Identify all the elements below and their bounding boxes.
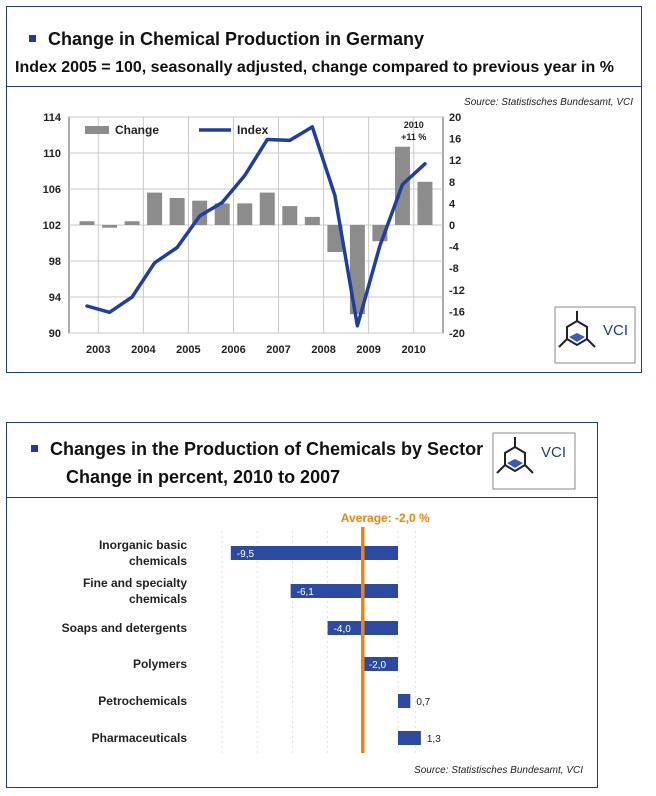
change-bar [102, 225, 118, 228]
sector-bar [398, 694, 411, 708]
change-bar [214, 203, 230, 225]
y-left-tick-label: 102 [43, 220, 61, 232]
x-tick-label: 2007 [266, 344, 290, 356]
sector-category-label: Fine and specialty [83, 576, 187, 590]
annotation-change: +11 % [401, 132, 426, 142]
logo-hexagon-fill [569, 333, 585, 342]
sector-value-label: 1,3 [427, 734, 441, 745]
y-left-tick-label: 94 [49, 292, 62, 304]
y-right-tick-label: 8 [449, 177, 455, 189]
legend-index-label: Index [237, 123, 269, 137]
y-left-tick-label: 106 [43, 184, 61, 196]
sector-category-label: chemicals [129, 592, 187, 606]
sector-value-label: 0,7 [416, 697, 430, 708]
sector-category-label: Polymers [133, 657, 187, 671]
average-label: Average: -2,0 % [341, 511, 430, 525]
chart2-divider [7, 497, 597, 498]
y-right-tick-label: 4 [449, 198, 456, 210]
y-right-tick-label: -8 [449, 263, 459, 275]
sector-chart: -9,5 Inorganic basic chemicals -6,1 Fine and… [62, 432, 583, 776]
vci-logo-icon: VCI [492, 432, 576, 490]
change-bar [79, 221, 95, 225]
y-right-tick-label: -12 [449, 285, 465, 297]
y-right-tick-label: 0 [449, 220, 455, 232]
legend-change-label: Change [115, 123, 159, 137]
change-bar [237, 203, 253, 225]
chart1-title: Change in Chemical Production in Germany [48, 29, 425, 49]
chart2-title: Changes in the Production of Chemicals b… [50, 439, 484, 459]
y-right-tick-label: 20 [449, 112, 461, 124]
chart1-subtitle: Index 2005 = 100, seasonally adjusted, c… [15, 59, 614, 76]
y-right-tick-label: -20 [449, 328, 465, 340]
y-left-tick-label: 98 [49, 256, 61, 268]
change-bar [147, 192, 163, 225]
change-bar [349, 225, 365, 315]
x-tick-label: 2006 [221, 344, 245, 356]
legend-change-swatch [85, 126, 109, 134]
chart2-title-row: Changes in the Production of Chemicals b… [31, 439, 483, 460]
logo-bond-left [496, 464, 506, 474]
x-tick-label: 2005 [176, 344, 200, 356]
y-left-tick-label: 90 [49, 328, 61, 340]
logo-text: VCI [541, 444, 566, 461]
x-tick-label: 2003 [86, 344, 110, 356]
y-right-tick-label: 16 [449, 134, 461, 146]
sector-bar [398, 731, 421, 745]
sector-value-label: -2,0 [369, 660, 387, 671]
y-right-tick-label: -16 [449, 306, 465, 318]
change-bar [417, 181, 433, 225]
x-tick-label: 2004 [131, 344, 156, 356]
x-tick-label: 2008 [311, 344, 335, 356]
x-tick-label: 2009 [356, 344, 380, 356]
sector-bar [290, 584, 398, 598]
y-right-tick-label: 12 [449, 155, 461, 167]
sector-bar [230, 546, 398, 560]
chart2-subtitle: Change in percent, 2010 to 2007 [66, 467, 341, 487]
sector-value-label: -6,1 [297, 587, 315, 598]
change-bar [304, 216, 320, 225]
change-bar [282, 206, 298, 225]
bullet-square-icon [31, 444, 38, 452]
logo-bond-right [586, 338, 596, 348]
chart1-source: Source: Statistisches Bundesamt, VCI [464, 97, 633, 108]
sector-category-label: Soaps and detergents [62, 621, 188, 635]
vci-logo-icon: VCI [554, 306, 636, 364]
annotation-year: 2010 [404, 120, 424, 130]
index-line [85, 125, 427, 328]
sector-category-label: Pharmaceuticals [92, 731, 188, 745]
change-bar [327, 225, 343, 252]
sector-category-label: Petrochemicals [98, 694, 187, 708]
chart2-source: Source: Statistisches Bundesamt, VCI [414, 765, 583, 776]
sector-category-label: Inorganic basic [99, 538, 187, 552]
sector-chart-panel: Changes in the Production of Chemicals b… [6, 422, 598, 788]
change-bar [124, 221, 140, 225]
y-left-tick-label: 114 [43, 112, 62, 124]
logo-text: VCI [603, 322, 628, 339]
sector-value-label: -4,0 [334, 624, 352, 635]
bullet-square-icon [29, 34, 36, 42]
production-chart: 90 94 98 102 106 110 114 -20 -16 -12 -8 -4 0 4 8 12 16 20… [43, 97, 636, 364]
change-bar [259, 192, 275, 225]
logo-bond-right [524, 464, 534, 474]
x-tick-label: 2010 [401, 344, 425, 356]
change-bar [169, 198, 185, 225]
y-right-tick-label: -4 [449, 242, 460, 254]
sector-category-label: chemicals [129, 554, 187, 568]
sector-value-label: -9,5 [237, 549, 255, 560]
chart1-title-row: Change in Chemical Production in Germany [29, 29, 424, 50]
logo-hexagon-fill [507, 459, 523, 468]
production-chart-panel: Change in Chemical Production in Germany… [6, 6, 642, 373]
y-left-tick-label: 110 [43, 148, 61, 160]
chart1-divider [7, 86, 641, 87]
logo-bond-left [558, 338, 568, 348]
sector-bar [362, 657, 398, 671]
